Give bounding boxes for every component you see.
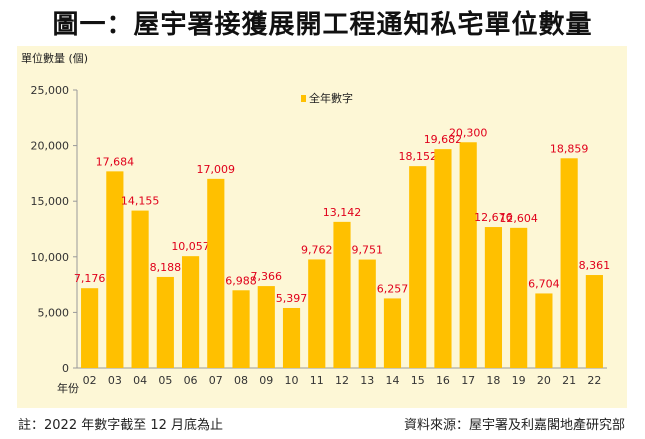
data-label-06: 10,057: [171, 240, 210, 253]
x-tick-label: 06: [184, 374, 198, 387]
x-tick-label: 11: [310, 374, 324, 387]
x-tick-label: 22: [587, 374, 601, 387]
y-tick-label: 25,000: [31, 84, 70, 97]
x-tick-label: 15: [411, 374, 425, 387]
bar-06: [181, 256, 200, 368]
x-tick-label: 09: [259, 374, 273, 387]
bar-03: [106, 171, 124, 368]
x-tick-label: 16: [436, 374, 450, 387]
data-label-11: 9,762: [301, 243, 333, 256]
data-label-21: 18,859: [550, 142, 589, 155]
x-tick-label: 17: [461, 374, 475, 387]
legend-swatch: [301, 95, 306, 102]
data-label-05: 8,188: [150, 261, 182, 274]
x-tick-label: 02: [83, 374, 97, 387]
data-label-20: 6,704: [528, 277, 560, 290]
bar-14: [383, 298, 402, 368]
x-axis-label: 年份: [57, 381, 79, 395]
bar-chart: 0 5,000 10,000 15,000 20,000 25,000 單位數量 (個) 年份…: [21, 51, 611, 395]
x-tick-label: 05: [158, 374, 172, 387]
data-label-14: 6,257: [377, 282, 409, 295]
data-label-03: 17,684: [96, 155, 135, 168]
x-tick-label: 10: [285, 374, 299, 387]
x-tick-label: 13: [360, 374, 374, 387]
data-label-07: 17,009: [197, 163, 236, 176]
x-tick-label: 03: [108, 374, 122, 387]
x-tick-label: 21: [562, 374, 576, 387]
data-label-04: 14,155: [121, 195, 160, 208]
data-label-19: 12,604: [499, 212, 538, 225]
footnote: 註：2022 年數字截至 12 月底為止: [18, 418, 224, 433]
bar-18: [484, 227, 503, 368]
bar-11: [308, 259, 326, 368]
x-tick-label: 08: [234, 374, 248, 387]
page-title: 圖一：屋宇署接獲展開工程通知私宅單位數量: [52, 10, 593, 40]
bar-16: [434, 149, 452, 368]
data-label-18: 12,676: [474, 211, 513, 224]
data-label-09: 7,366: [251, 270, 283, 283]
y-tick-label: 0: [62, 362, 69, 375]
bar-17: [459, 142, 477, 368]
y-tick-label: 20,000: [31, 140, 70, 153]
x-tick-label: 12: [335, 374, 349, 387]
bar-08: [232, 290, 250, 368]
bar-07: [207, 178, 225, 368]
data-label-17: 20,300: [449, 126, 488, 139]
x-tick-label: 19: [512, 374, 526, 387]
bar-02: [81, 288, 99, 368]
data-label-08: 6,988: [225, 274, 256, 287]
x-tick-label: 07: [209, 374, 223, 387]
chart-panel: 0 5,000 10,000 15,000 20,000 25,000 單位數量 (個) 年份…: [17, 46, 627, 408]
x-tick-label: 14: [385, 374, 399, 387]
source-note: 資料來源：屋宇署及利嘉閣地產研究部: [403, 418, 625, 433]
bar-15: [409, 166, 427, 368]
data-label-15: 18,152: [398, 150, 437, 163]
bar-21: [560, 158, 578, 368]
bar-13: [358, 259, 376, 368]
bar-09: [257, 286, 275, 368]
data-label-02: 7,176: [74, 272, 106, 285]
y-tick-label: 5,000: [38, 306, 70, 319]
bar-19: [510, 227, 528, 368]
bar-05: [156, 276, 174, 368]
y-tick-label: 15,000: [31, 195, 70, 208]
data-label-12: 13,142: [323, 206, 362, 219]
x-tick-label: 18: [486, 374, 500, 387]
data-label-22: 8,361: [579, 259, 611, 272]
bar-22: [585, 275, 603, 368]
bar-04: [131, 210, 149, 368]
bar-12: [333, 221, 351, 368]
legend-label: 全年數字: [309, 91, 353, 105]
x-tick-label: 04: [133, 374, 147, 387]
data-label-13: 9,751: [351, 244, 383, 257]
bar-10: [282, 307, 301, 368]
data-label-10: 5,397: [276, 292, 308, 305]
bar-20: [535, 293, 553, 368]
data-label-16: 19,682: [424, 133, 463, 146]
y-axis-label: 單位數量 (個): [21, 51, 88, 65]
y-tick-label: 10,000: [31, 251, 70, 264]
x-tick-label: 20: [537, 374, 551, 387]
